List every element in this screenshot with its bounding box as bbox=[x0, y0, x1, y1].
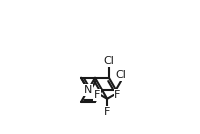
Text: F: F bbox=[103, 107, 110, 117]
Text: N: N bbox=[83, 85, 92, 95]
Text: F: F bbox=[93, 90, 99, 100]
Text: Cl: Cl bbox=[115, 70, 126, 80]
Text: F: F bbox=[114, 90, 120, 100]
Text: Cl: Cl bbox=[103, 56, 114, 66]
